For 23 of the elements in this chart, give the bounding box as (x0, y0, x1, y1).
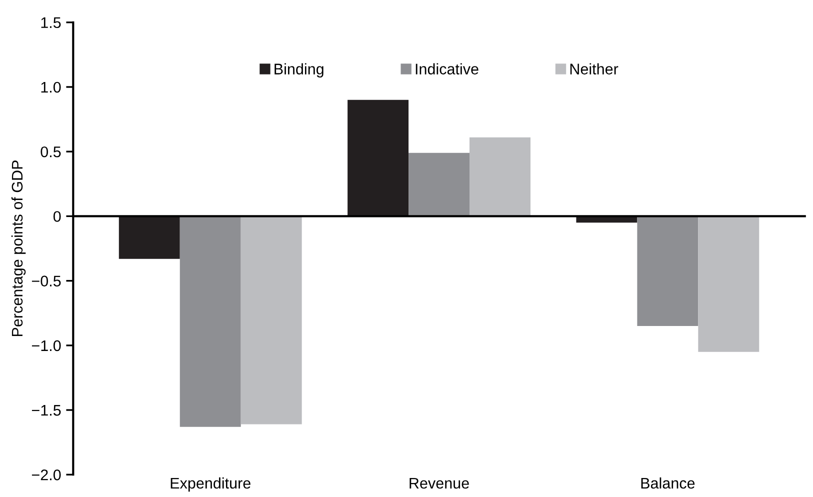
y-tick-label: 1.5 (41, 17, 61, 28)
x-tick-label: Revenue (410, 478, 469, 489)
y-tick-label: 0 (53, 211, 61, 222)
bar (698, 216, 760, 352)
bar (240, 216, 302, 424)
bar (470, 137, 530, 216)
bar (180, 216, 241, 427)
y-tick-label: −1.0 (32, 340, 61, 352)
legend-label: Neither (570, 63, 618, 74)
bar (348, 100, 409, 216)
y-tick-label: −1.5 (32, 405, 61, 416)
bar (118, 216, 180, 259)
y-tick-label: −0.5 (32, 276, 61, 286)
x-tick-label: Balance (641, 477, 695, 489)
legend-label: Indicative (416, 63, 478, 74)
bar (408, 152, 470, 216)
x-tick-label: Expenditure (170, 477, 250, 492)
y-axis-title: Percentage points of GDP (11, 160, 26, 336)
bar (637, 216, 698, 326)
y-tick-label: 0.5 (40, 146, 61, 158)
y-tick-label: −2.0 (32, 470, 61, 480)
legend-label: Binding (274, 63, 324, 78)
y-tick-label: 1.0 (41, 82, 61, 93)
